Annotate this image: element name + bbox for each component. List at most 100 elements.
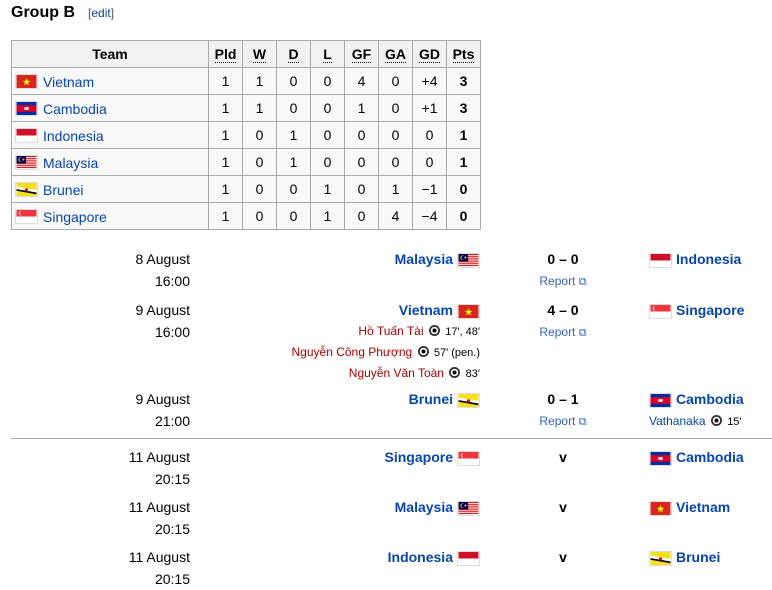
col-header-abbr: W (252, 46, 267, 63)
report: Report ⧉ (513, 321, 613, 344)
report-link[interactable]: Report (539, 274, 576, 288)
team-link[interactable]: Cambodia (43, 100, 107, 117)
scorer-link[interactable]: Nguyễn Văn Toàn (348, 366, 444, 380)
scorer: Hồ Tuấn Tài 17', 48' (292, 321, 480, 342)
home-team-link[interactable]: Singapore (384, 449, 453, 465)
col-header-abbr: GF (351, 46, 372, 63)
pld-cell: 1 (208, 121, 243, 149)
home-team-link[interactable]: Vietnam (398, 302, 453, 318)
match-score: v (559, 499, 567, 515)
d-cell: 0 (276, 202, 311, 230)
scorer: Nguyễn Công Phượng 57' (pen.) (292, 342, 480, 363)
team-link[interactable]: Indonesia (43, 127, 104, 144)
home-team-link[interactable]: Malaysia (394, 251, 453, 267)
team-cell: Singapore (11, 202, 209, 230)
match-score: v (559, 549, 567, 565)
flag-id-icon (649, 252, 672, 268)
away-team-link[interactable]: Singapore (676, 302, 745, 318)
col-header-abbr: Pts (452, 46, 475, 63)
goal-minute: 57' (pen.) (433, 347, 480, 359)
football-icon (449, 367, 461, 378)
flag-bn-icon (15, 182, 38, 198)
col-header: D (276, 40, 311, 68)
home-scorers: Hồ Tuấn Tài 17', 48' Nguyễn Công Phượng 5… (292, 321, 480, 384)
external-link-icon: ⧉ (578, 327, 587, 339)
match-datetime: 11 August 20:15 (129, 446, 190, 490)
w-cell: 0 (242, 121, 277, 149)
home-team: Singapore (385, 446, 480, 468)
w-cell: 0 (242, 175, 277, 203)
flag-vn-icon (15, 74, 38, 90)
away-team-link[interactable]: Cambodia (676, 449, 744, 465)
home-team-link[interactable]: Brunei (408, 391, 453, 407)
report-link[interactable]: Report (539, 325, 576, 339)
flag-vn-icon (649, 500, 672, 516)
team-link[interactable]: Vietnam (43, 73, 95, 90)
report: Report ⧉ (513, 410, 613, 433)
away-team: Singapore (649, 299, 744, 321)
flag-kh-icon (15, 101, 38, 117)
gd-cell: −1 (412, 175, 447, 203)
w-cell: 1 (242, 67, 277, 95)
col-header: GF (344, 40, 379, 68)
match-date: 11 August (128, 499, 190, 515)
standings-table: Team Pld W D L GF GA GD Pts Vietnam 1 1 0 0 4 0 +4 3 Camb… (11, 40, 481, 230)
flag-my-icon (457, 252, 480, 268)
goal-minute: 17', 48' (445, 326, 480, 338)
team-link[interactable]: Singapore (43, 208, 107, 225)
scorer: Nguyễn Văn Toàn 83' (292, 363, 480, 384)
away-team-link[interactable]: Cambodia (676, 391, 744, 407)
col-header-team: Team (11, 40, 209, 68)
team-link[interactable]: Malaysia (43, 154, 99, 171)
home-team-link[interactable]: Malaysia (394, 499, 453, 515)
pts-cell: 1 (446, 148, 481, 176)
flag-sg-icon (649, 303, 672, 319)
match-time: 16:00 (154, 273, 190, 289)
football-icon (417, 346, 429, 357)
match-score: 0 – 0 (547, 251, 579, 267)
goal-minute: 83' (465, 368, 480, 380)
team-cell: Indonesia (11, 121, 209, 149)
scorer-link[interactable]: Hồ Tuấn Tài (358, 324, 424, 338)
l-cell: 0 (310, 67, 345, 95)
flag-bn-icon (457, 392, 480, 408)
away-team-link[interactable]: Vietnam (676, 499, 731, 515)
flag-sg-icon (15, 209, 38, 225)
pld-cell: 1 (208, 148, 243, 176)
away-team-link[interactable]: Indonesia (676, 251, 742, 267)
l-cell: 1 (310, 175, 345, 203)
report-link[interactable]: Report (539, 414, 576, 428)
standings-row: Singapore 1 0 0 1 0 4 −4 0 (11, 202, 481, 230)
edit-link[interactable]: edit (91, 6, 111, 20)
ga-cell: 0 (378, 148, 413, 176)
scorer-link[interactable]: Nguyễn Công Phượng (291, 345, 413, 359)
flag-kh-icon (649, 392, 672, 408)
team-link[interactable]: Brunei (43, 181, 84, 198)
l-cell: 0 (310, 121, 345, 149)
edit-link-wrap: [edit] (88, 6, 115, 20)
home-team: Indonesia (388, 546, 480, 568)
l-cell: 1 (310, 202, 345, 230)
col-header-abbr: GD (419, 46, 440, 63)
team-cell: Cambodia (11, 94, 209, 122)
gd-cell: 0 (412, 148, 447, 176)
l-cell: 0 (310, 148, 345, 176)
ga-cell: 1 (378, 175, 413, 203)
pld-cell: 1 (208, 94, 243, 122)
away-team: Cambodia (649, 446, 744, 468)
col-header: GA (378, 40, 413, 68)
scorer: Vathanaka 15' (649, 410, 742, 433)
scorer-link[interactable]: Vathanaka (649, 414, 706, 428)
away-team: Indonesia (649, 248, 741, 270)
football-icon (428, 325, 440, 336)
section-title: Group B (11, 4, 75, 21)
col-header: L (310, 40, 345, 68)
pts-cell: 0 (446, 202, 481, 230)
home-team: Malaysia (395, 248, 480, 270)
w-cell: 0 (242, 148, 277, 176)
flag-bn-icon (649, 550, 672, 566)
home-team-link[interactable]: Indonesia (387, 549, 453, 565)
match-datetime: 9 August 16:00 (136, 299, 191, 343)
away-team-link[interactable]: Brunei (676, 549, 721, 565)
match-date: 11 August (128, 549, 190, 565)
